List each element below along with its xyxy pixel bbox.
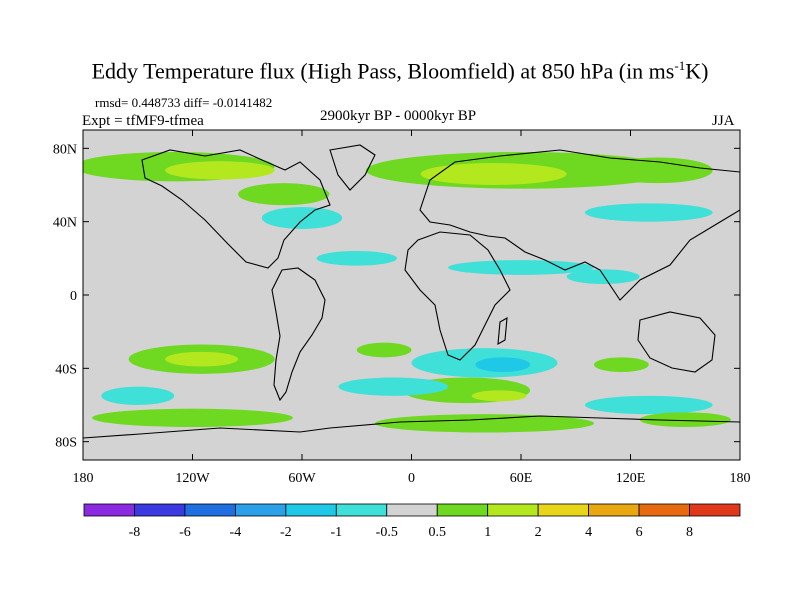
coast-madagascar	[497, 316, 508, 346]
anomaly-regions	[83, 152, 731, 433]
anomaly-region-6	[261, 207, 343, 229]
colorbar-swatch-8	[487, 503, 539, 517]
colorbar-swatch-10	[588, 503, 640, 517]
x-tick-label-0: 180	[73, 471, 94, 486]
y-tick-label-3: 40S	[55, 362, 77, 377]
anomaly-region-8	[316, 251, 397, 266]
colorbar-swatch-4	[285, 503, 337, 517]
anomaly-region-22	[92, 408, 293, 428]
colorbar-label-4: -1	[330, 525, 342, 540]
colorbar-label-5: -0.5	[376, 525, 398, 540]
colorbar-swatch-5	[335, 503, 388, 517]
period-label: 2900kyr BP - 0000kyr BP	[320, 108, 477, 124]
anomaly-region-7	[584, 203, 713, 222]
colorbar-label-8: 2	[535, 525, 542, 540]
anomaly-region-1	[165, 161, 275, 180]
x-tick-label-1: 120W	[175, 471, 210, 486]
chart-title-suffix: K)	[685, 58, 709, 84]
colorbar-swatch-12	[689, 503, 741, 517]
colorbar-label-11: 8	[686, 525, 693, 540]
x-tick-label-5: 120E	[616, 471, 646, 486]
colorbar-label-10: 6	[636, 525, 643, 540]
x-tick-label-2: 60W	[288, 471, 316, 486]
anomaly-region-16	[594, 357, 649, 372]
colorbar-swatch-9	[537, 503, 590, 517]
y-tick-label-2: 0	[70, 289, 77, 304]
colorbar-swatch-3	[234, 503, 287, 517]
anomaly-region-23	[375, 414, 594, 433]
chart-title-main: Eddy Temperature flux (High Pass, Bloomf…	[91, 58, 675, 84]
colorbar-swatch-0	[83, 503, 135, 517]
colorbar-label-1: -6	[179, 525, 191, 540]
coastlines	[83, 144, 740, 439]
colorbar-swatch-11	[638, 503, 690, 517]
colorbar-swatch-2	[184, 503, 236, 517]
y-tick-label-1: 40N	[53, 216, 77, 231]
colorbar: -8 -6 -4 -2 -1 -0.5 0.5 1 2 4 6 8	[83, 503, 741, 540]
colorbar-label-9: 4	[585, 525, 592, 540]
coast-australia	[637, 311, 716, 373]
x-tick-label-3: 0	[408, 471, 415, 486]
anomaly-region-10	[566, 269, 640, 284]
x-axis: 180 120W 60W 0 60E 120E 180	[73, 130, 751, 486]
y-axis: 80N 40N 0 40S 80S	[53, 142, 740, 451]
colorbar-swatch-7	[436, 503, 489, 517]
anomaly-region-5	[238, 183, 330, 206]
anomaly-region-20	[101, 386, 175, 406]
y-tick-label-0: 80N	[53, 142, 77, 157]
anomaly-region-18	[471, 390, 527, 402]
anomaly-region-21	[584, 395, 713, 415]
x-tick-label-6: 180	[730, 471, 751, 486]
anomaly-region-3	[420, 163, 567, 185]
y-tick-label-4: 80S	[55, 436, 77, 451]
anomaly-region-19	[338, 377, 448, 396]
anomaly-region-9	[448, 260, 594, 275]
season-label: JJA	[712, 113, 735, 129]
colorbar-label-6: 0.5	[428, 525, 446, 540]
coast-greenland	[329, 144, 376, 191]
colorbar-label-0: -8	[129, 525, 141, 540]
chart-title: Eddy Temperature flux (High Pass, Bloomf…	[0, 58, 800, 84]
colorbar-label-7: 1	[484, 525, 491, 540]
anomaly-region-12	[165, 351, 239, 367]
anomaly-region-13	[356, 342, 412, 358]
colorbar-label-3: -2	[280, 525, 292, 540]
coast-eurasia	[419, 149, 740, 301]
coast-south-america	[271, 267, 326, 402]
experiment-label: Expt = tfMF9-tfmea	[82, 113, 204, 129]
anomaly-region-15	[475, 357, 531, 372]
stats-line: rmsd= 0.448733 diff= -0.0141482	[95, 95, 273, 110]
coast-antarctica	[83, 415, 740, 439]
chart-title-exponent: -1	[674, 58, 686, 73]
colorbar-label-2: -4	[230, 525, 242, 540]
coast-africa	[404, 231, 511, 361]
anomaly-region-24	[639, 412, 731, 427]
coast-north-america	[141, 149, 331, 269]
x-tick-label-4: 60E	[510, 471, 533, 486]
colorbar-swatch-1	[134, 503, 186, 517]
anomaly-region-4	[603, 157, 713, 184]
colorbar-swatch-6	[386, 503, 438, 517]
